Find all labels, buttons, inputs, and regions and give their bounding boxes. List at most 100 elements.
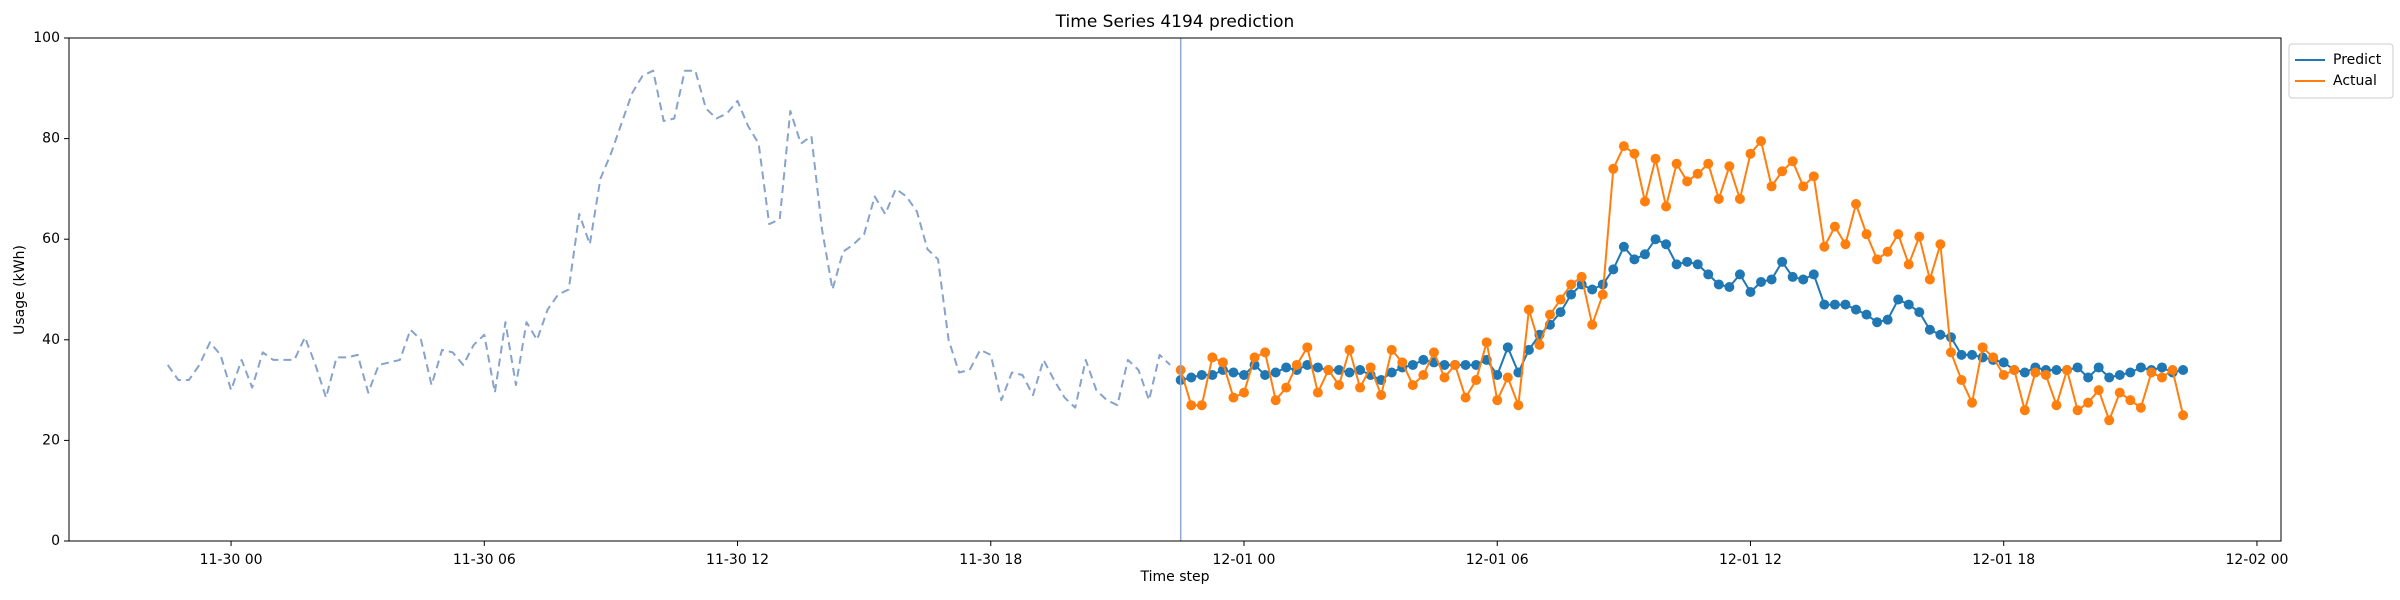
data-point [2083,397,2094,408]
data-point [1618,241,1629,252]
data-point [1734,269,1745,280]
data-point [1323,364,1334,375]
y-tick-label: 80 [42,131,60,147]
legend: Predict Actual [2288,43,2394,99]
data-point [1260,347,1271,358]
data-point [1492,395,1503,406]
data-point [1629,148,1640,159]
data-point [1344,344,1355,355]
data-point [1745,148,1756,159]
data-point [1407,380,1418,391]
chart-title: Time Series 4194 prediction [1055,12,1295,32]
data-point [1555,307,1566,318]
data-point [1291,359,1302,370]
data-point [1713,193,1724,204]
data-point [1270,395,1281,406]
y-tick-label: 0 [51,533,60,549]
data-point [1376,390,1387,401]
data-point [1682,256,1693,267]
data-point [2114,387,2125,398]
data-point [1239,370,1250,381]
data-point [1239,387,1250,398]
data-point [1365,362,1376,373]
series-line [1179,140,2185,422]
x-tick-label: 11-30 12 [706,552,769,568]
data-point [1956,375,1967,386]
data-point [1418,370,1429,381]
data-point [1924,324,1935,335]
plot-frame [68,37,2282,542]
data-point [1745,287,1756,298]
data-point [1988,352,1999,363]
data-point [1945,332,1956,343]
data-point [1618,141,1629,152]
data-point [1798,181,1809,192]
data-point [1977,342,1988,353]
data-point [1903,259,1914,270]
data-point [1808,171,1819,182]
data-point [1523,344,1534,355]
series-line [166,69,1171,409]
data-point [2072,405,2083,416]
data-point [2125,367,2136,378]
data-point [1566,279,1577,290]
data-point [1872,254,1883,265]
data-point [1312,387,1323,398]
data-point [1998,370,2009,381]
data-point [2093,362,2104,373]
data-point [1671,259,1682,270]
data-point [2009,364,2020,375]
data-point [1333,364,1344,375]
data-point [1523,304,1534,315]
data-point [1502,342,1513,353]
data-point [1270,367,1281,378]
data-point [1893,294,1904,305]
data-point [1850,304,1861,315]
data-point [1186,372,1197,383]
data-point [2051,400,2062,411]
x-tick-label: 12-01 06 [1466,552,1529,568]
data-point [1661,201,1672,212]
data-point [1566,289,1577,300]
x-tick-label: 12-01 00 [1213,552,1276,568]
legend-box [2288,43,2394,99]
data-point [1228,392,1239,403]
data-point [1397,357,1408,368]
data-point [1428,347,1439,358]
data-point [2040,370,2051,381]
data-point [1935,329,1946,340]
data-point [1903,299,1914,310]
data-point [1302,342,1313,353]
data-point [1882,314,1893,325]
data-point [1882,246,1893,257]
y-tick-label: 100 [33,30,60,46]
data-point [2135,362,2146,373]
legend-label: Predict [2333,52,2382,68]
x-tick-label: 11-30 18 [959,552,1022,568]
data-point [1661,239,1672,250]
data-point [2146,367,2157,378]
x-axis-label: Time step [1140,569,1210,585]
data-point [1777,256,1788,267]
y-tick-label: 20 [42,432,60,448]
data-point [1407,359,1418,370]
data-point [2178,410,2189,421]
data-point [1872,317,1883,328]
data-point [1281,382,1292,393]
data-point [2135,402,2146,413]
data-point [2125,395,2136,406]
data-point [1861,309,1872,320]
data-point [1513,400,1524,411]
data-point [1703,158,1714,169]
data-point [1671,158,1682,169]
data-point [2093,385,2104,396]
data-point [1186,400,1197,411]
data-point [1703,269,1714,280]
data-point [1808,269,1819,280]
data-point [1650,234,1661,245]
data-point [1840,299,1851,310]
data-point [1819,241,1830,252]
data-point [1692,259,1703,270]
data-point [1935,239,1946,250]
